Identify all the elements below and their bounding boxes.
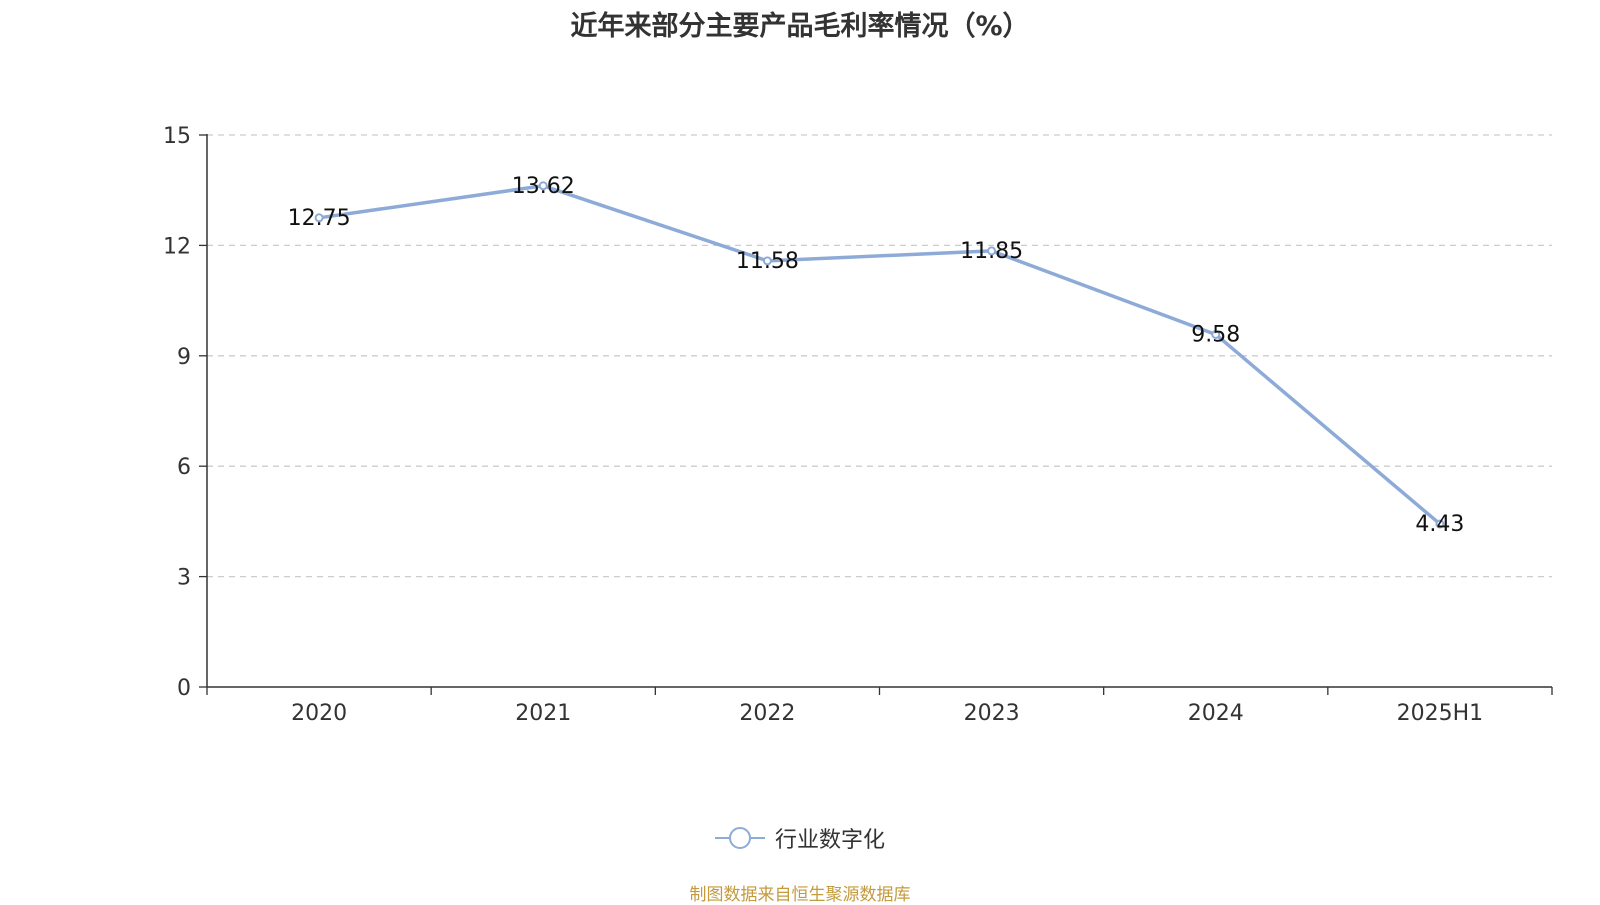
data-point: [538, 181, 548, 191]
data-point: [1211, 329, 1221, 339]
data-point: [987, 246, 997, 256]
source-note: 制图数据来自恒生聚源数据库: [689, 885, 911, 905]
data-label: 11.58: [736, 249, 799, 274]
y-tick-label: 15: [163, 124, 191, 149]
data-label: 4.43: [1415, 512, 1464, 537]
y-tick-label: 3: [177, 566, 191, 591]
y-tick-label: 6: [177, 455, 191, 480]
data-label: 9.58: [1191, 322, 1240, 347]
x-tick-label: 2021: [515, 701, 571, 726]
data-labels: 12.75 13.62 11.58 11.85 9.58 4.43: [288, 174, 1465, 537]
legend-line-marker-icon: [714, 827, 765, 849]
series-line: [317, 184, 1442, 526]
x-tick-label: 2024: [1188, 701, 1244, 726]
grid-lines: [207, 134, 1552, 578]
data-point: [314, 213, 324, 223]
data-point: [762, 256, 772, 266]
x-tick-label: 2025H1: [1397, 701, 1484, 726]
legend[interactable]: 行业数字化: [0, 822, 1600, 854]
data-label: 11.85: [960, 239, 1023, 264]
data-label: 12.75: [288, 206, 351, 231]
y-tick-label: 9: [177, 345, 191, 370]
legend-label: 行业数字化: [774, 828, 885, 853]
x-tick-label: 2022: [739, 701, 795, 726]
series: [314, 181, 1445, 529]
y-tick-label: 0: [177, 676, 191, 701]
x-tick-label: 2020: [291, 701, 347, 726]
x-tick-label: 2023: [964, 701, 1020, 726]
chart-title: 近年来部分主要产品毛利率情况（%）: [570, 11, 1030, 42]
data-point: [1435, 519, 1445, 529]
axes: 0 3 6 9 12 15 2020 2021 2022 2023 2024 2025H1: [163, 124, 1553, 726]
data-label: 13.62: [512, 174, 575, 199]
y-tick-label: 12: [163, 234, 191, 259]
